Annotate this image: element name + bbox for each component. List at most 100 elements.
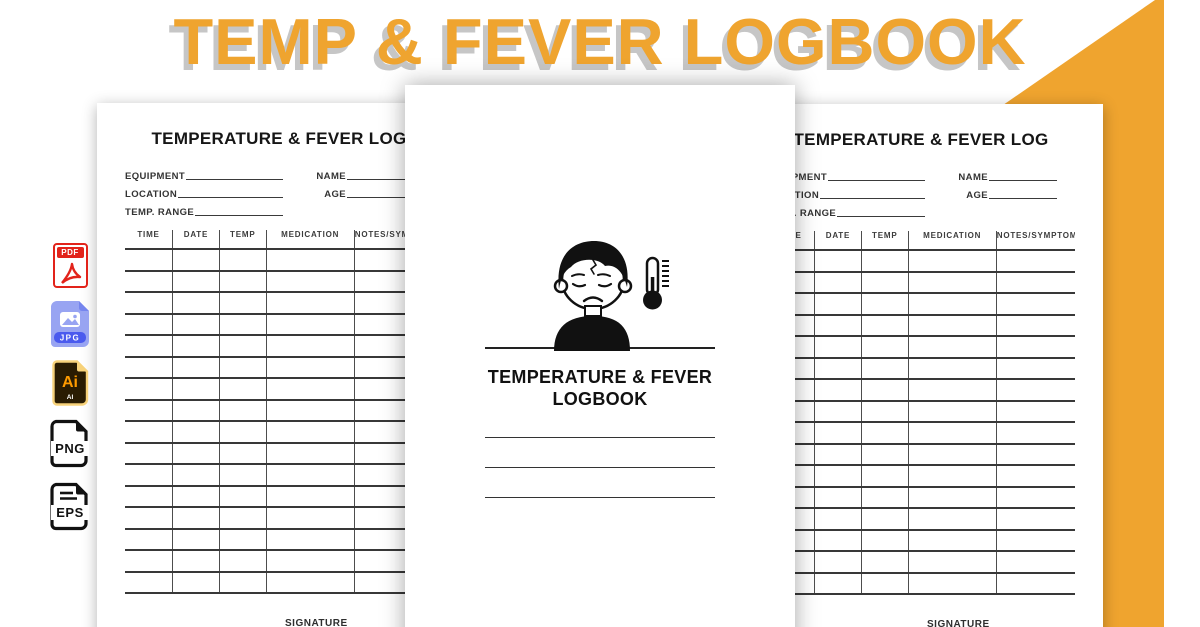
field-location-label: LOCATION	[125, 189, 178, 200]
field-age-blank-line	[989, 198, 1057, 199]
table-cell	[267, 250, 355, 270]
table-cell	[909, 294, 997, 314]
field-name-blank-line	[347, 179, 415, 180]
table-cell	[815, 401, 862, 421]
field-temp-range-blank-line	[837, 216, 925, 217]
field-location-blank-line	[820, 198, 925, 199]
table-cell	[220, 293, 267, 313]
field-age: AGE	[312, 182, 415, 200]
table-cell	[125, 271, 174, 291]
table-cell	[173, 293, 220, 313]
fields-right-column: NAME AGE	[954, 165, 1057, 219]
table-cell	[173, 271, 220, 291]
table-row	[125, 572, 433, 594]
table-cell	[997, 466, 1075, 486]
signature-row: SIGNATURE	[285, 613, 433, 627]
table-cell	[909, 509, 997, 529]
eps-label: EPS	[56, 505, 84, 520]
table-row	[125, 443, 433, 465]
table-cell	[767, 315, 816, 335]
table-cell	[909, 401, 997, 421]
log-header-fields: EQUIPMENT LOCATION TEMP. RANGE NAME	[767, 165, 1075, 219]
table-cell	[267, 336, 355, 356]
table-row	[767, 358, 1075, 380]
table-cell	[173, 250, 220, 270]
log-page: TEMPERATURE & FEVER LOG EQUIPMENT LOCATI…	[97, 103, 461, 627]
table-row	[125, 357, 433, 379]
table-cell	[815, 487, 862, 507]
field-equipment: EQUIPMENT	[125, 164, 283, 182]
table-cell	[125, 443, 174, 463]
cover-blank-line	[485, 466, 715, 468]
table-cell	[267, 508, 355, 528]
table-row	[767, 573, 1075, 595]
fields-right-column: NAME AGE	[312, 164, 415, 218]
table-cell	[862, 466, 909, 486]
table-row	[125, 551, 433, 573]
table-row	[767, 530, 1075, 552]
table-cell	[909, 530, 997, 550]
table-row	[125, 529, 433, 551]
table-cell	[125, 336, 174, 356]
table-cell	[173, 400, 220, 420]
table-cell	[815, 315, 862, 335]
table-cell	[997, 509, 1075, 529]
column-header-notes-symptoms: NOTES/SYMPTOMS	[996, 231, 1075, 240]
ai-sub-label: AI	[66, 394, 73, 401]
table-cell	[220, 250, 267, 270]
pdf-file-icon: PDF	[52, 243, 88, 288]
column-header-notes-symptoms: NOTES/SYMPTOMS	[354, 230, 433, 239]
table-row	[767, 315, 1075, 337]
cover-title: TEMPERATURE & FEVER LOGBOOK	[405, 367, 795, 411]
table-cell	[267, 465, 355, 485]
table-cell	[220, 271, 267, 291]
table-cell	[220, 572, 267, 592]
column-header-medication: MEDICATION	[909, 231, 997, 249]
table-cell	[815, 552, 862, 572]
field-name-label: NAME	[958, 172, 988, 183]
table-row	[125, 379, 433, 401]
table-cell	[997, 445, 1075, 465]
table-row	[767, 294, 1075, 316]
table-cell	[862, 423, 909, 443]
table-cell	[173, 486, 220, 506]
field-age-label: AGE	[966, 190, 988, 201]
table-cell	[862, 358, 909, 378]
table-cell	[997, 251, 1075, 271]
table-cell	[220, 400, 267, 420]
table-cell	[909, 573, 997, 593]
table-cell	[767, 509, 816, 529]
table-cell	[909, 444, 997, 464]
table-cell	[125, 572, 174, 592]
table-row	[767, 487, 1075, 509]
table-cell	[862, 487, 909, 507]
table-cell	[815, 573, 862, 593]
table-cell	[173, 379, 220, 399]
table-cell	[767, 487, 816, 507]
jpg-label: JPG	[60, 334, 81, 343]
poster-title: TEMP & FEVER LOGBOOK	[173, 5, 1027, 78]
table-cell	[815, 272, 862, 292]
cover-content: TEMPERATURE & FEVER LOGBOOK	[405, 85, 795, 498]
table-cell	[767, 272, 816, 292]
table-cell	[909, 272, 997, 292]
table-cell	[267, 379, 355, 399]
table-cell	[220, 551, 267, 571]
signature-row: SIGNATURE	[927, 614, 1075, 627]
field-equipment: EQUIPMENT	[767, 165, 925, 183]
eps-file-icon: EPS	[50, 482, 89, 531]
table-cell	[173, 422, 220, 442]
field-location-blank-line	[178, 197, 283, 198]
ai-file-icon: Ai AI	[51, 360, 88, 406]
table-cell	[267, 400, 355, 420]
jpg-file-icon: JPG	[51, 301, 89, 347]
table-cell	[909, 423, 997, 443]
column-header-temp: TEMP	[862, 231, 909, 249]
log-table-header-row: TIME DATE TEMP MEDICATION NOTES/SYMPTOMS	[125, 230, 433, 250]
table-cell	[220, 336, 267, 356]
table-cell	[125, 529, 174, 549]
cover-blank-line	[485, 436, 715, 438]
table-cell	[862, 337, 909, 357]
cover-blank-lines	[405, 436, 795, 498]
field-equipment-blank-line	[828, 180, 925, 181]
